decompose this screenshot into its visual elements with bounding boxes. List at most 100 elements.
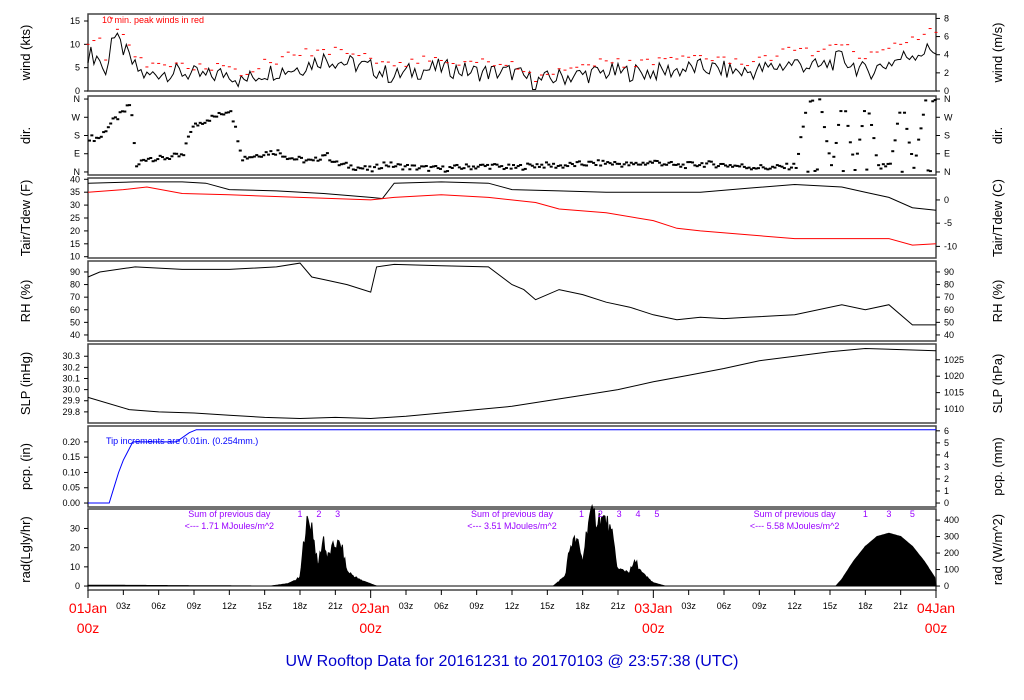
y-tick-label: 0.15 [62,452,80,462]
dir-point [500,165,504,168]
x-hour-label: 21z [893,601,908,611]
dir-point [924,99,928,102]
dir-point [179,153,183,156]
x-hour-label: 18z [858,601,873,611]
dir-point [431,165,435,168]
dir-point [189,130,193,133]
dir-point [877,164,881,167]
x-hour-label: 15z [257,601,272,611]
dir-point [351,168,355,171]
dir-point [872,137,876,140]
dir-point [156,158,160,161]
dir-point [695,165,699,168]
dir-point [302,161,306,164]
dir-point [457,166,461,169]
dir-point [507,163,511,166]
dir-point [610,163,614,166]
dir-point [441,165,445,168]
dir-point [361,167,365,170]
daily-sum-label: Sum of previous day [471,509,554,519]
dir-point [429,166,433,169]
dir-point [603,162,607,165]
y-axis-title: Tair/Tdew (F) [18,180,33,257]
dir-point [615,162,619,165]
dir-point [556,164,560,167]
dir-point [340,163,344,166]
dir-point [773,166,777,169]
panel-radiation: rad(Lgly/hr) rad (W/m^2)01020300100200300… [18,504,1005,591]
dir-point [537,165,541,168]
dir-point [231,120,235,123]
dir-point [735,164,739,167]
dir-point [474,167,478,170]
dir-point [90,134,94,137]
dir-point [794,166,798,169]
y-axis-title-right: SLP (hPa) [990,354,1005,414]
dir-point [681,163,685,166]
y-tick-label: 0.00 [62,498,80,508]
dir-point [495,163,499,166]
y-tick-label: 30.0 [62,385,80,395]
dir-point [837,123,841,126]
dir-point [356,166,360,169]
dir-point [325,152,329,155]
dir-point [625,161,629,164]
y-axis-title: rad(Lgly/hr) [18,516,33,582]
dir-point [172,152,176,155]
dir-point [756,167,760,170]
dir-point [667,161,671,164]
y-tick-label-right: E [944,149,950,159]
dir-point [761,166,765,169]
dir-point [808,100,812,103]
dir-point [641,161,645,164]
dir-point [99,135,103,138]
dir-point [775,164,779,167]
slp-line [87,347,937,420]
dir-point [585,164,589,167]
dir-point [212,115,216,118]
dir-point [749,168,753,171]
hour-marker: 5 [654,509,659,519]
panel-temperature: Tair/Tdew (F) Tair/Tdew (C) 10 15 20 25 30 35 40… [18,174,1005,261]
y-tick-label: 29.8 [62,407,80,417]
dir-point [917,138,921,141]
dir-point [632,163,636,166]
dir-point [573,165,577,168]
dir-point [422,165,426,168]
dir-point [365,168,369,171]
dir-point [137,163,141,166]
dir-point [203,121,207,124]
dir-point [884,165,888,168]
dir-point [759,164,763,167]
dir-point [354,168,358,171]
dir-point [634,161,638,164]
x-hour-label: 18z [293,601,308,611]
y-tick-label: 50 [70,317,80,327]
dir-point [502,168,506,171]
dir-point [820,111,824,114]
daily-sum-value: <--- 5.58 MJoules/m^2 [750,521,840,531]
dir-point [481,163,485,166]
dir-point [813,169,817,172]
dir-point [742,165,746,168]
dir-point [672,163,676,166]
dir-point [528,163,532,166]
rh-line [87,262,936,326]
mean-wind-line [87,32,937,90]
dir-point [443,170,447,173]
y-tick-label-right: 90 [944,267,954,277]
dir-point [406,163,409,166]
y-tick-label-right: 1020 [944,371,964,381]
dir-point [403,165,407,168]
hour-marker: 3 [617,509,622,519]
panel-frame [87,95,937,176]
dir-point [113,116,117,119]
dir-point [377,167,381,170]
panel-precip: pcp. (in) pcp. (mm) 0.00 0.05 0.10 0.15 0.20 0 1… [18,425,1005,508]
dir-point [158,154,162,157]
y-axis-title-right: pcp. (mm) [990,437,1005,496]
dir-point [799,136,803,139]
dir-point [389,161,393,164]
dir-point [460,167,464,170]
dir-point [328,159,332,162]
